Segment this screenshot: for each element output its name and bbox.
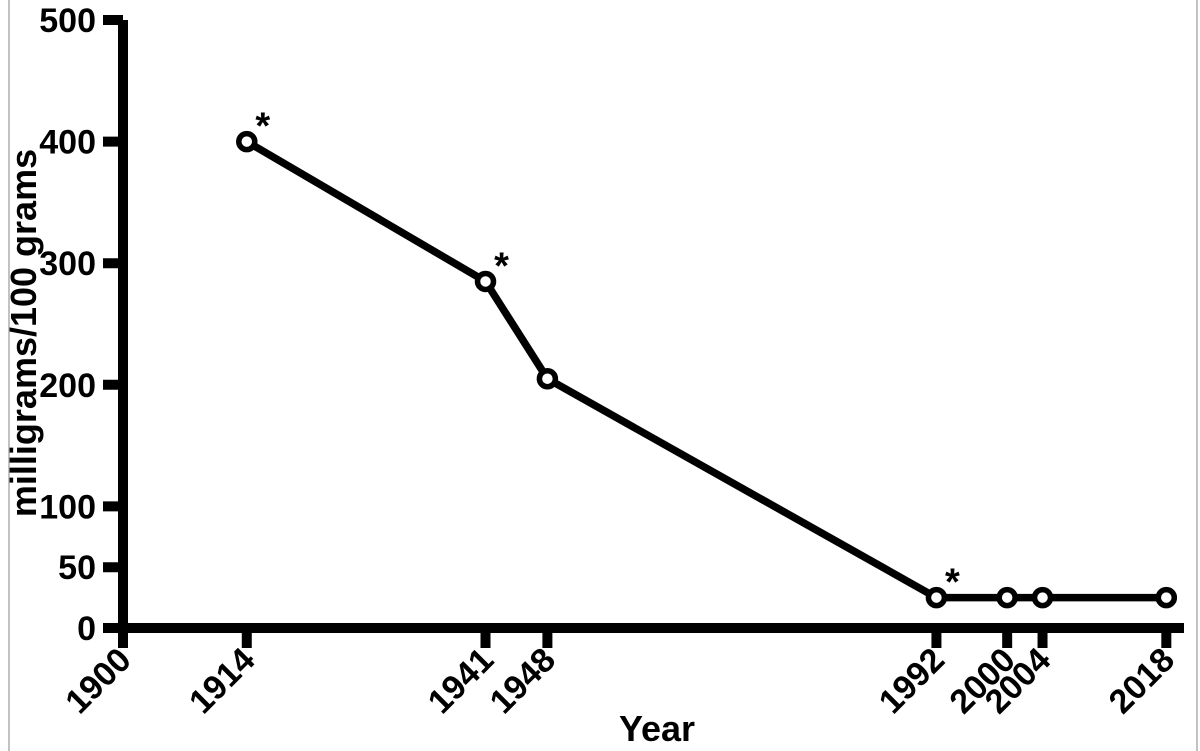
y-tick-label: 100 — [39, 488, 96, 526]
y-tick-label: 200 — [39, 367, 96, 405]
y-tick-label: 50 — [58, 549, 96, 587]
x-tick-label: 1948 — [483, 641, 563, 721]
y-tick-label: 0 — [77, 610, 96, 648]
data-point-marker — [536, 367, 559, 390]
y-tick-label: 500 — [39, 2, 96, 40]
left-edge-line — [8, 0, 10, 751]
data-point-marker — [925, 586, 948, 609]
data-point-marker — [236, 130, 258, 153]
x-axis-title: Year — [619, 708, 695, 749]
x-tick-label: 2018 — [1102, 641, 1182, 721]
x-tick-label: 1941 — [421, 641, 501, 721]
y-tick-label: 300 — [39, 245, 96, 283]
x-tick-label: 1900 — [58, 641, 138, 721]
x-tick-label: 1914 — [182, 641, 262, 721]
data-point-marker — [1155, 586, 1178, 609]
data-series: * * * — [236, 106, 1178, 609]
series-line — [243, 137, 1171, 602]
data-point-marker — [996, 586, 1018, 609]
significance-asterisk: * — [494, 245, 509, 287]
y-axis-ticks: 0 50 100 200 300 400 500 — [39, 2, 123, 648]
x-tick-label: 1992 — [872, 641, 952, 721]
right-edge-line — [1196, 0, 1198, 751]
data-point-marker — [1031, 586, 1054, 609]
y-axis-title: milligrams/100 grams — [3, 149, 44, 517]
significance-asterisk: * — [945, 562, 960, 604]
data-point-marker — [474, 270, 497, 293]
y-tick-label: 400 — [39, 124, 96, 162]
significance-asterisk: * — [255, 106, 270, 148]
